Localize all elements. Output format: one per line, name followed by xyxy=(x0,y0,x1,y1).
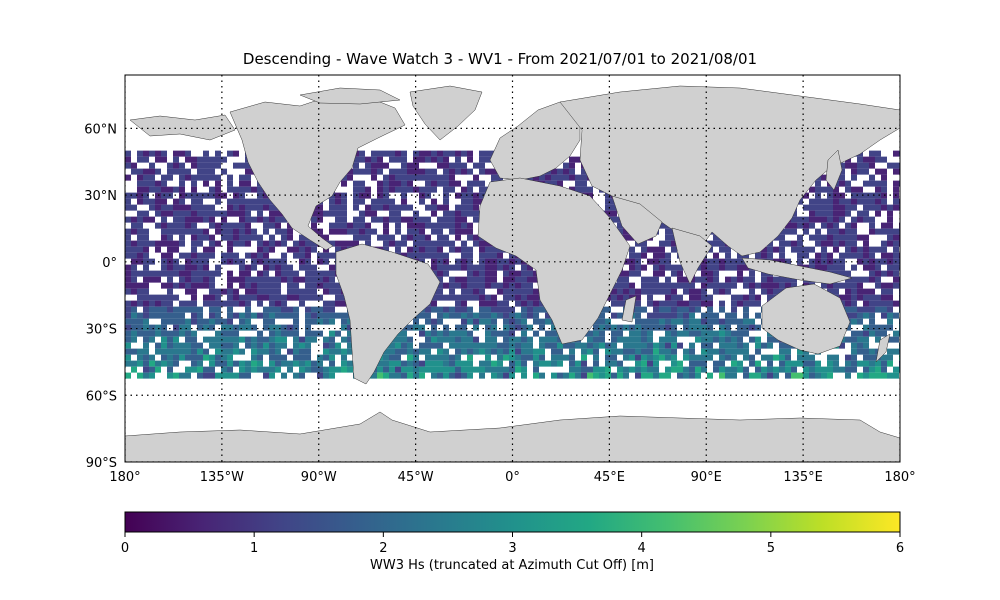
lon-tick-label: 45°W xyxy=(398,470,434,485)
lon-tick-label: 180° xyxy=(109,470,140,485)
lon-tick-label: 0° xyxy=(505,470,520,485)
lon-tick-label: 135°W xyxy=(200,470,244,485)
lon-tick-label: 90°W xyxy=(301,470,337,485)
map-title: Descending - Wave Watch 3 - WV1 - From 2… xyxy=(242,50,758,68)
lon-tick-label: 135°E xyxy=(783,470,823,485)
lat-tick-label: 90°S xyxy=(86,456,117,471)
land-greenland xyxy=(409,85,483,141)
colorbar-tick-label: 5 xyxy=(767,541,775,556)
land-japan xyxy=(825,149,843,191)
colorbar-tick-label: 4 xyxy=(638,541,646,556)
lon-tick-label: 180° xyxy=(884,470,915,485)
lon-tick-label: 45°E xyxy=(594,470,625,485)
lat-tick-label: 30°N xyxy=(84,189,117,204)
graticule xyxy=(125,75,900,462)
land-new-zealand xyxy=(875,333,891,363)
colorbar-tick-label: 3 xyxy=(508,541,516,556)
colorbar-tick-label: 2 xyxy=(379,541,387,556)
land-africa xyxy=(477,177,631,345)
land-arctic-islands xyxy=(299,87,401,105)
lat-tick-label: 30°S xyxy=(86,323,117,338)
map-plot-area xyxy=(125,75,900,462)
lat-tick-label: 0° xyxy=(102,256,117,271)
land-australia xyxy=(761,283,851,355)
colorbar-ticks: 0 1 2 3 4 5 6 xyxy=(121,532,904,556)
lat-tick-label: 60°S xyxy=(86,389,117,404)
latitude-labels: 60°N 30°N 0° 30°S 60°S 90°S xyxy=(84,122,117,471)
colorbar-tick-label: 1 xyxy=(250,541,258,556)
colorbar xyxy=(124,511,901,533)
land-arabia xyxy=(611,195,663,245)
lat-tick-label: 60°N xyxy=(84,122,117,137)
land-alaska xyxy=(129,114,236,141)
land-india xyxy=(671,227,713,285)
land-south-america xyxy=(335,243,441,385)
colorbar-tick-label: 6 xyxy=(896,541,904,556)
longitude-labels: 180° 135°W 90°W 45°W 0° 45°E 90°E 135°E 180° xyxy=(109,470,915,485)
colorbar-label: WW3 Hs (truncated at Azimuth Cut Off) [m… xyxy=(369,558,655,573)
land-indonesia xyxy=(741,257,853,285)
lon-tick-label: 90°E xyxy=(691,470,722,485)
land-madagascar xyxy=(621,295,637,323)
colorbar-tick-label: 0 xyxy=(121,541,129,556)
map-frame xyxy=(124,74,901,463)
